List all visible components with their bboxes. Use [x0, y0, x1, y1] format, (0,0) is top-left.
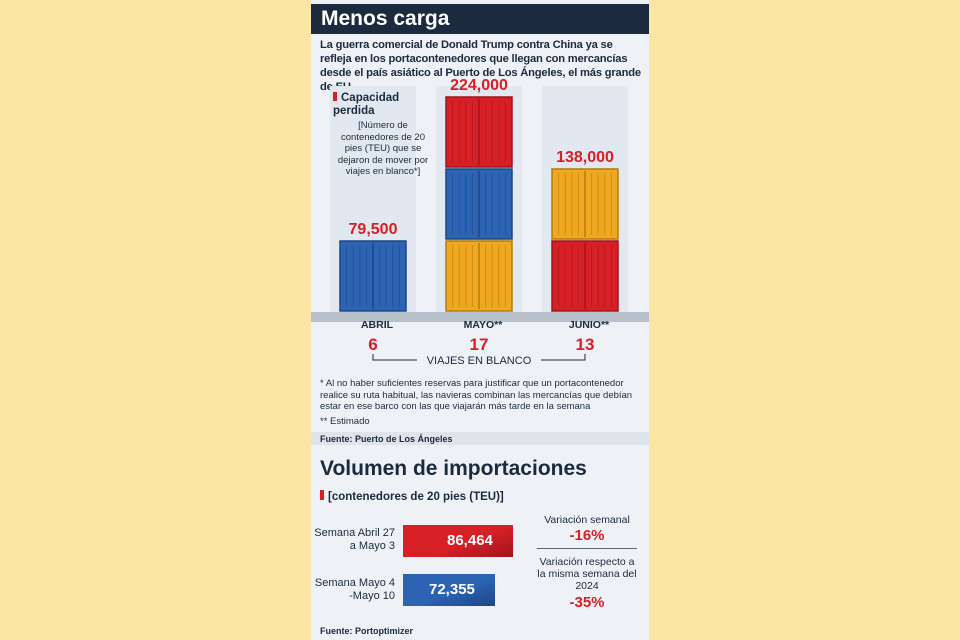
source-puerto: Fuente: Puerto de Los Ángeles — [320, 434, 453, 444]
container-2-1 — [445, 240, 513, 312]
volume-subtitle: [contenedores de 20 pies (TEU)] — [320, 490, 504, 503]
infographic-title: Menos carga — [321, 7, 450, 30]
week-value-1: 86,464 — [447, 532, 493, 549]
category-label-1: ABRIL — [361, 319, 394, 331]
infographic-panel: Menos carga La guerra comercial de Donal… — [311, 0, 649, 640]
blank-voyages-label: VIAJES EN BLANCO — [427, 355, 532, 367]
blank-voyages-1: 6 — [368, 335, 377, 354]
capacity-note: [Número de contenedores de 20 pies (TEU)… — [337, 120, 429, 177]
container-1-1 — [339, 240, 407, 312]
container-3-1 — [551, 240, 619, 312]
capacity-title: Capacidad perdida — [333, 92, 400, 117]
estimado-note: ** Estimado — [320, 416, 370, 427]
footnote: * Al no haber suficientes reservas para … — [320, 378, 633, 412]
category-label-3: JUNIO** — [569, 319, 610, 331]
title-bar: Menos carga — [311, 4, 649, 34]
weekly-variation-label: Variación semanal — [544, 514, 630, 526]
value-label-2: 224,000 — [450, 77, 508, 94]
yoy-variation-value: -35% — [569, 594, 605, 611]
bracket-label-bg — [417, 352, 541, 368]
yoy-variation-label: Variación respecto a la misma semana del… — [537, 556, 637, 592]
source-portoptimizer: Fuente: Portoptimizer — [320, 626, 414, 636]
week-label-2: Semana Mayo 4 -Mayo 10 — [314, 577, 395, 602]
week-bar-1 — [403, 525, 513, 557]
category-label-2: MAYO** — [464, 319, 504, 331]
week-value-2: 72,355 — [429, 581, 475, 598]
capacity-chart: 79,500 ABRIL 6 224,000 MAYO** 17 138,000 JUNIO*… — [311, 77, 649, 368]
ground-strip — [311, 312, 649, 322]
red-marker-icon — [333, 92, 337, 101]
variation-divider — [537, 548, 637, 549]
source-band — [311, 432, 649, 445]
week-bar-2 — [403, 574, 495, 606]
value-label-3: 138,000 — [556, 149, 614, 166]
weekly-variation-value: -16% — [569, 527, 605, 544]
week-label-1: Semana Abril 27 a Mayo 3 — [314, 527, 395, 552]
value-label-1: 79,500 — [349, 221, 398, 238]
container-2-2 — [445, 168, 513, 240]
capacity-legend: Capacidad perdida [Número de contenedore… — [333, 92, 433, 178]
red-marker-icon — [320, 490, 324, 500]
blank-voyages-2: 17 — [470, 335, 489, 354]
container-2-3 — [445, 96, 513, 168]
container-3-2 — [551, 168, 619, 240]
volume-title: Volumen de importaciones — [320, 457, 587, 480]
blank-voyages-3: 13 — [576, 335, 595, 354]
